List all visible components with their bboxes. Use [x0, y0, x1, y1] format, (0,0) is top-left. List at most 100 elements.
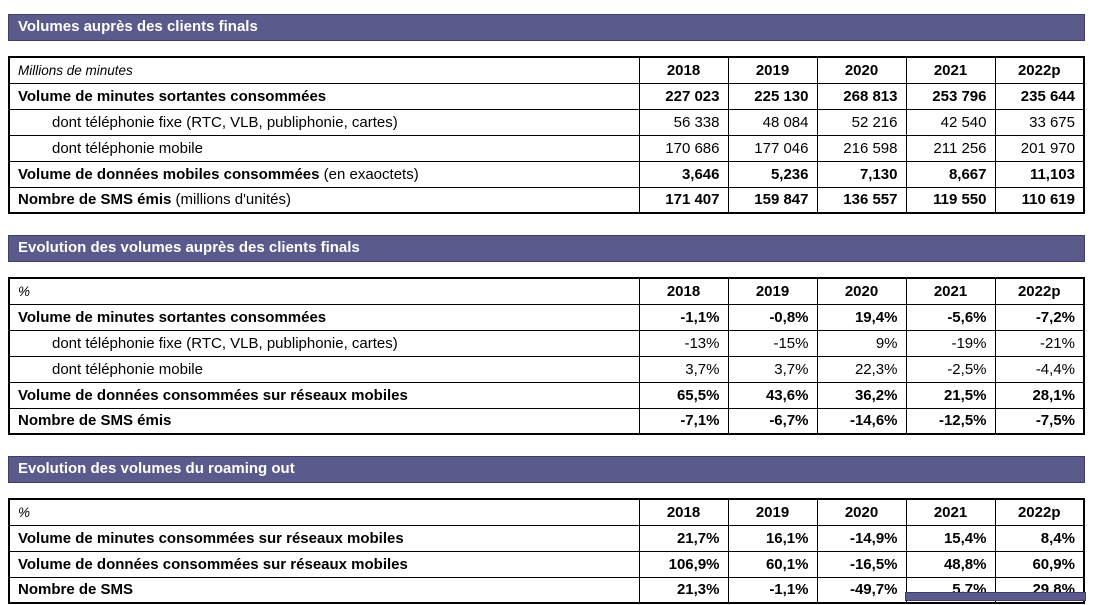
value-cell: 119 550	[905, 186, 996, 214]
value-cell: 227 023	[638, 82, 729, 110]
table-row: Nombre de SMS émis -7,1% -6,7% -14,6% -12,5%…	[8, 407, 1085, 435]
row-label: dont téléphonie mobile	[8, 134, 640, 162]
value-cell: 56 338	[638, 108, 729, 136]
value-cell: -0,8%	[727, 303, 818, 331]
value-cell: -14,6%	[816, 407, 907, 435]
value-cell: 21,5%	[905, 381, 996, 409]
table-row: Volume de données consommées sur réseaux…	[8, 550, 1085, 578]
volumes-clients-finals-section: Volumes auprès des clients finals Millio…	[8, 14, 1085, 214]
value-cell: 65,5%	[638, 381, 729, 409]
value-cell: 211 256	[905, 134, 996, 162]
year-header: 2018	[638, 56, 729, 84]
evolution-clients-finals-section: Evolution des volumes auprès des clients…	[8, 235, 1085, 435]
value-cell: 159 847	[727, 186, 818, 214]
year-header: 2018	[638, 277, 729, 305]
value-cell: 225 130	[727, 82, 818, 110]
value-cell: 16,1%	[727, 524, 818, 552]
table-title-bar: Evolution des volumes du roaming out	[8, 456, 1085, 483]
table-row: dont téléphonie fixe (RTC, VLB, publipho…	[8, 108, 1085, 136]
row-label: Volume de minutes sortantes consommées	[8, 303, 640, 331]
next-table-header-partial	[905, 592, 1086, 601]
evolution-clients-finals-table: % 2018 2019 2020 2021 2022p Volume de minutes …	[8, 277, 1085, 435]
value-cell: 9%	[816, 329, 907, 357]
evolution-roaming-out-table: % 2018 2019 2020 2021 2022p Volume de minutes …	[8, 498, 1085, 604]
row-label: dont téléphonie fixe (RTC, VLB, publipho…	[8, 329, 640, 357]
year-header: 2020	[816, 277, 907, 305]
year-header: 2021	[905, 277, 996, 305]
unit-label: %	[8, 277, 640, 305]
value-cell: -12,5%	[905, 407, 996, 435]
row-label: Volume de minutes sortantes consommées	[8, 82, 640, 110]
unit-label: Millions de minutes	[8, 56, 640, 84]
year-header: 2022p	[994, 56, 1085, 84]
value-cell: 48,8%	[905, 550, 996, 578]
year-header: 2018	[638, 498, 729, 526]
year-header: 2021	[905, 56, 996, 84]
value-cell: 19,4%	[816, 303, 907, 331]
value-cell: 43,6%	[727, 381, 818, 409]
value-cell: 8,4%	[994, 524, 1085, 552]
value-cell: 5,236	[727, 160, 818, 188]
evolution-roaming-out-section: Evolution des volumes du roaming out % 20…	[8, 456, 1085, 604]
value-cell: -5,6%	[905, 303, 996, 331]
value-cell: 42 540	[905, 108, 996, 136]
row-label: dont téléphonie mobile	[8, 355, 640, 383]
value-cell: 201 970	[994, 134, 1085, 162]
year-header: 2022p	[994, 498, 1085, 526]
value-cell: 268 813	[816, 82, 907, 110]
table-title-bar: Volumes auprès des clients finals	[8, 14, 1085, 41]
value-cell: 8,667	[905, 160, 996, 188]
table-row: Volume de données consommées sur réseaux…	[8, 381, 1085, 409]
value-cell: 60,9%	[994, 550, 1085, 578]
value-cell: -15%	[727, 329, 818, 357]
table-row: Volume de minutes sortantes consommées 22…	[8, 82, 1085, 110]
year-header: 2020	[816, 56, 907, 84]
volumes-clients-finals-table: Millions de minutes 2018 2019 2020 2021 2022p…	[8, 56, 1085, 214]
table-row: Volume de données mobiles consommées (en…	[8, 160, 1085, 188]
value-cell: 11,103	[994, 160, 1085, 188]
value-cell: -14,9%	[816, 524, 907, 552]
value-cell: 235 644	[994, 82, 1085, 110]
table-row: Nombre de SMS émis (millions d'unités) 17…	[8, 186, 1085, 214]
row-label: dont téléphonie fixe (RTC, VLB, publipho…	[8, 108, 640, 136]
value-cell: 177 046	[727, 134, 818, 162]
row-label: Volume de minutes consommées sur réseaux…	[8, 524, 640, 552]
table-row: dont téléphonie mobile 170 686 177 046 216 …	[8, 134, 1085, 162]
value-cell: 170 686	[638, 134, 729, 162]
years-header-row: % 2018 2019 2020 2021 2022p	[8, 277, 1085, 305]
value-cell: 3,7%	[727, 355, 818, 383]
year-header: 2021	[905, 498, 996, 526]
value-cell: 60,1%	[727, 550, 818, 578]
value-cell: 21,3%	[638, 576, 729, 604]
year-header: 2022p	[994, 277, 1085, 305]
table-title-bar: Evolution des volumes auprès des clients…	[8, 235, 1085, 262]
value-cell: -2,5%	[905, 355, 996, 383]
table-row: Volume de minutes consommées sur réseaux…	[8, 524, 1085, 552]
value-cell: -7,1%	[638, 407, 729, 435]
value-cell: -13%	[638, 329, 729, 357]
value-cell: -21%	[994, 329, 1085, 357]
row-label: Nombre de SMS	[8, 576, 640, 604]
value-cell: -1,1%	[727, 576, 818, 604]
table-row: dont téléphonie mobile 3,7% 3,7% 22,3% -2,5%…	[8, 355, 1085, 383]
table-row: Volume de minutes sortantes consommées -1…	[8, 303, 1085, 331]
value-cell: 48 084	[727, 108, 818, 136]
value-cell: 106,9%	[638, 550, 729, 578]
row-label: Nombre de SMS émis (millions d'unités)	[8, 186, 640, 214]
value-cell: -4,4%	[994, 355, 1085, 383]
value-cell: 110 619	[994, 186, 1085, 214]
value-cell: 28,1%	[994, 381, 1085, 409]
value-cell: 136 557	[816, 186, 907, 214]
years-header-row: % 2018 2019 2020 2021 2022p	[8, 498, 1085, 526]
table-row: dont téléphonie fixe (RTC, VLB, publipho…	[8, 329, 1085, 357]
value-cell: -6,7%	[727, 407, 818, 435]
value-cell: 36,2%	[816, 381, 907, 409]
row-label: Volume de données consommées sur réseaux…	[8, 550, 640, 578]
row-label: Nombre de SMS émis	[8, 407, 640, 435]
value-cell: 171 407	[638, 186, 729, 214]
row-label: Volume de données mobiles consommées (en…	[8, 160, 640, 188]
value-cell: 3,646	[638, 160, 729, 188]
value-cell: -1,1%	[638, 303, 729, 331]
value-cell: 7,130	[816, 160, 907, 188]
